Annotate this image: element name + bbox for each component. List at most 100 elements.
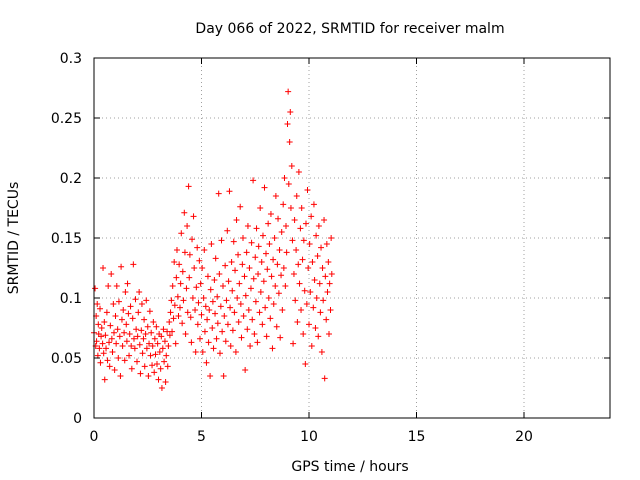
- y-tick-label: 0.15: [51, 231, 82, 247]
- data-point: [119, 343, 126, 349]
- data-point: [268, 273, 275, 280]
- data-point: [188, 339, 195, 346]
- data-point: [207, 373, 214, 379]
- x-tick-label: 5: [197, 429, 206, 445]
- data-point: [295, 169, 302, 175]
- data-point: [144, 323, 151, 330]
- data-point: [118, 316, 125, 323]
- data-point: [196, 335, 203, 342]
- data-point: [261, 184, 268, 191]
- data-point: [251, 331, 258, 337]
- data-point: [169, 328, 176, 335]
- data-point: [176, 261, 183, 268]
- data-point: [298, 205, 305, 211]
- data-point: [318, 244, 325, 251]
- data-point: [121, 329, 128, 336]
- data-point: [260, 278, 267, 285]
- data-point: [107, 322, 114, 329]
- data-point: [156, 349, 163, 355]
- data-point: [322, 273, 329, 280]
- data-point: [290, 340, 297, 347]
- data-point: [162, 379, 169, 385]
- data-point: [263, 250, 269, 257]
- data-point: [306, 241, 313, 247]
- grid-lines: [94, 58, 610, 418]
- data-point: [231, 309, 238, 316]
- data-point: [281, 175, 288, 181]
- data-point: [108, 335, 115, 342]
- data-point: [141, 363, 148, 370]
- data-point: [285, 181, 292, 187]
- data-point: [194, 321, 201, 328]
- data-point: [146, 308, 153, 315]
- data-point: [92, 285, 99, 292]
- data-point: [136, 289, 143, 295]
- data-point: [169, 283, 176, 289]
- data-point: [115, 355, 122, 361]
- data-point: [233, 217, 240, 223]
- data-point: [218, 237, 225, 244]
- y-axis-label: SRMTID / TECUs: [6, 182, 22, 295]
- data-point: [108, 271, 115, 277]
- data-point: [247, 285, 254, 292]
- data-point: [193, 284, 200, 291]
- data-point: [171, 302, 178, 309]
- data-point: [137, 370, 144, 377]
- data-point: [158, 385, 165, 391]
- data-point: [220, 283, 226, 289]
- data-point: [208, 241, 215, 247]
- data-point: [240, 313, 247, 319]
- data-point: [215, 190, 222, 197]
- data-point: [212, 310, 219, 317]
- data-point: [103, 345, 110, 352]
- data-point: [213, 335, 220, 342]
- data-point: [106, 363, 113, 370]
- data-point: [324, 289, 331, 295]
- data-point: [280, 201, 287, 208]
- y-tick-label: 0.25: [51, 111, 82, 127]
- data-point: [278, 272, 285, 279]
- data-point: [189, 295, 196, 301]
- data-point: [120, 307, 127, 313]
- data-point: [258, 259, 265, 265]
- data-point: [228, 259, 235, 265]
- data-point: [104, 357, 111, 364]
- data-point: [159, 345, 166, 352]
- data-point: [313, 232, 320, 239]
- data-point: [256, 309, 263, 316]
- data-point: [153, 323, 160, 330]
- data-point: [310, 304, 317, 311]
- data-point: [123, 321, 130, 328]
- data-point: [147, 352, 154, 359]
- data-point: [227, 343, 234, 349]
- data-point: [313, 295, 320, 301]
- data-point: [234, 295, 241, 301]
- data-point: [224, 227, 231, 234]
- data-point: [259, 232, 266, 239]
- data-point: [102, 332, 109, 339]
- data-point: [177, 304, 183, 311]
- data-point: [172, 340, 179, 347]
- data-point: [323, 241, 330, 247]
- data-point: [303, 301, 310, 307]
- data-point: [272, 283, 279, 289]
- data-point: [199, 265, 206, 271]
- data-point: [194, 244, 201, 251]
- data-point: [227, 304, 234, 311]
- data-point: [200, 295, 207, 301]
- data-point: [308, 343, 315, 349]
- data-point: [204, 316, 211, 323]
- data-point: [257, 205, 264, 211]
- data-point: [182, 331, 189, 337]
- data-point: [277, 334, 284, 341]
- data-point: [115, 298, 122, 305]
- data-point: [223, 297, 230, 304]
- data-point: [165, 343, 172, 349]
- data-point: [154, 340, 161, 347]
- data-point: [284, 121, 291, 127]
- data-point: [272, 193, 279, 199]
- data-points: [91, 88, 335, 391]
- x-tick-label: 20: [515, 429, 533, 445]
- data-point: [174, 293, 181, 300]
